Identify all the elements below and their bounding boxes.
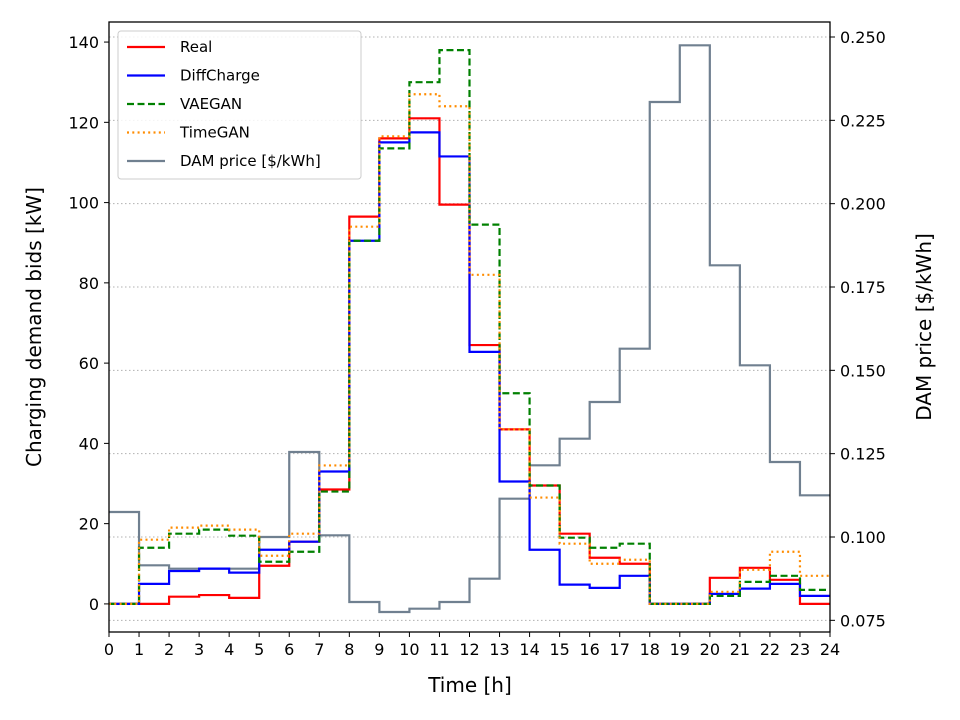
- x-tick-label: 20: [700, 640, 720, 659]
- left-y-tick-label: 0: [89, 595, 99, 614]
- x-tick-label: 11: [429, 640, 449, 659]
- left-y-tick-label: 80: [79, 274, 99, 293]
- legend-box: [117, 30, 362, 180]
- x-tick-label: 0: [104, 640, 114, 659]
- legend-label: DAM price [$/kWh]: [180, 152, 321, 170]
- x-tick-label: 15: [549, 640, 569, 659]
- x-tick-label: 22: [760, 640, 780, 659]
- x-tick-label: 7: [314, 640, 324, 659]
- series-line-vaegan: [109, 48, 830, 606]
- x-tick-label: 17: [610, 640, 630, 659]
- x-tick-label: 23: [790, 640, 810, 659]
- x-tick-label: 1: [134, 640, 144, 659]
- right-y-tick-label: 0.225: [840, 111, 886, 130]
- left-y-tick-label: 20: [79, 515, 99, 534]
- legend-label: VAEGAN: [180, 95, 242, 113]
- legend: Real DiffCharge VAEGAN TimeGAN DAM price [$/…: [117, 30, 362, 180]
- legend-label: DiffCharge: [180, 67, 260, 85]
- x-tick-label: 2: [164, 640, 174, 659]
- x-tick-label: 3: [194, 640, 204, 659]
- right-y-tick-label: 0.150: [840, 361, 886, 380]
- x-axis: 0 1 2 3 4 5 6 7 8 9 10 11 12 13 14 15 16 17 18 19 20 21 22 23 24: [104, 632, 840, 659]
- left-y-tick-label: 100: [68, 194, 99, 213]
- left-y-axis-title: Charging demand bids [kW]: [22, 187, 46, 467]
- left-y-tick-label: 40: [79, 434, 99, 453]
- x-tick-label: 12: [459, 640, 479, 659]
- x-axis-title: Time [h]: [427, 673, 512, 697]
- x-tick-label: 24: [820, 640, 840, 659]
- series-line-timegan: [109, 93, 830, 606]
- left-y-tick-label: 140: [68, 33, 99, 52]
- left-y-tick-label: 60: [79, 354, 99, 373]
- x-tick-label: 10: [399, 640, 419, 659]
- x-tick-label: 4: [224, 640, 234, 659]
- x-tick-label: 18: [640, 640, 660, 659]
- left-y-tick-label: 120: [68, 113, 99, 132]
- legend-label: Real: [180, 38, 212, 56]
- right-y-tick-label: 0.175: [840, 278, 886, 297]
- x-tick-label: 9: [374, 640, 384, 659]
- x-tick-label: 6: [284, 640, 294, 659]
- series-group: [109, 44, 830, 614]
- x-tick-label: 16: [579, 640, 599, 659]
- legend-label: TimeGAN: [179, 124, 250, 142]
- x-tick-label: 19: [670, 640, 690, 659]
- x-tick-label: 14: [519, 640, 539, 659]
- right-y-tick-label: 0.075: [840, 611, 886, 630]
- right-y-tick-label: 0.125: [840, 445, 886, 464]
- right-y-tick-label: 0.250: [840, 28, 886, 47]
- right-y-axis-title: DAM price [$/kWh]: [912, 233, 936, 421]
- right-y-axis: 0.075 0.100 0.125 0.150 0.175 0.200 0.225 0.250: [830, 28, 886, 630]
- x-tick-label: 13: [489, 640, 509, 659]
- x-tick-label: 5: [254, 640, 264, 659]
- x-tick-label: 8: [344, 640, 354, 659]
- left-y-axis: 0 20 40 60 80 100 120 140: [68, 33, 109, 614]
- right-y-tick-label: 0.100: [840, 528, 886, 547]
- x-tick-label: 21: [730, 640, 750, 659]
- right-y-tick-label: 0.200: [840, 195, 886, 214]
